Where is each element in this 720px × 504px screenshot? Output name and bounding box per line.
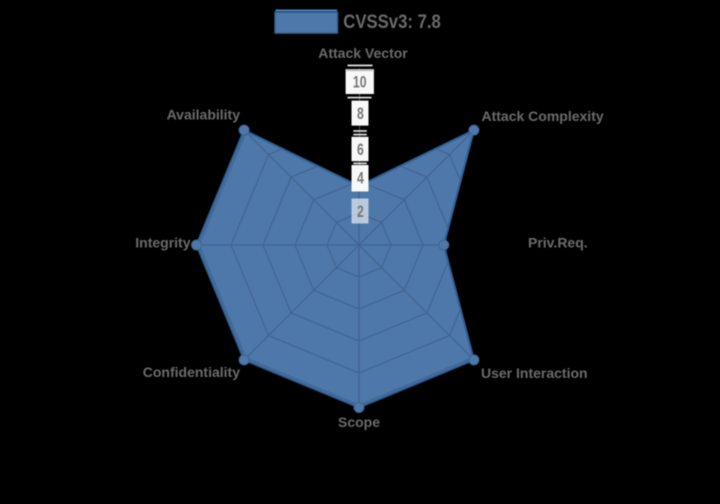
svg-text:Attack Vector: Attack Vector bbox=[318, 45, 408, 61]
svg-text:Confidentiality: Confidentiality bbox=[143, 364, 240, 380]
svg-text:Priv.Req.: Priv.Req. bbox=[528, 235, 588, 251]
svg-text:8: 8 bbox=[357, 105, 364, 123]
svg-text:Availability: Availability bbox=[167, 107, 241, 123]
svg-text:Integrity: Integrity bbox=[135, 235, 190, 251]
svg-text:Scope: Scope bbox=[338, 414, 380, 430]
svg-text:10: 10 bbox=[353, 74, 367, 92]
svg-text:User Interaction: User Interaction bbox=[481, 365, 588, 381]
svg-text:2: 2 bbox=[357, 203, 364, 221]
svg-text:4: 4 bbox=[357, 170, 364, 188]
svg-text:Attack Complexity: Attack Complexity bbox=[482, 108, 604, 124]
svg-text:6: 6 bbox=[357, 141, 364, 159]
svg-text:CVSSv3: 7.8: CVSSv3: 7.8 bbox=[343, 11, 441, 32]
